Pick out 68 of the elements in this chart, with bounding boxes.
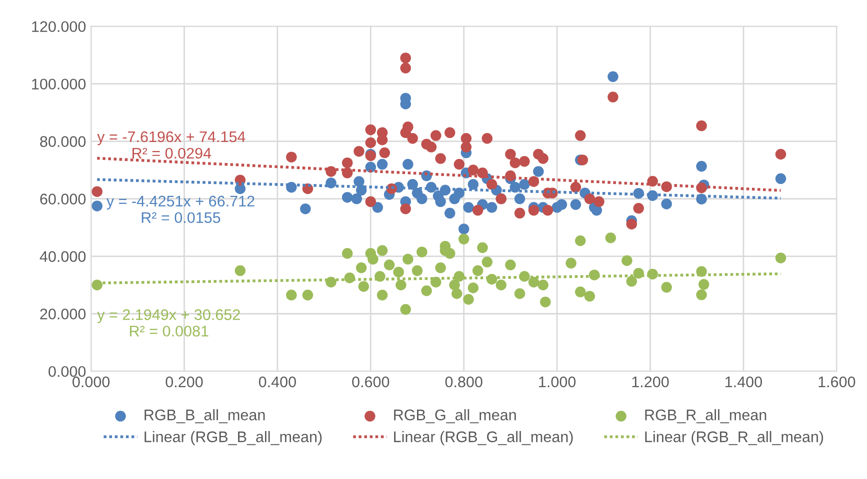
y-tick-label: 20.000 <box>40 308 86 320</box>
legend-label: Linear (RGB_G_all_mean) <box>394 430 573 446</box>
point <box>477 242 488 254</box>
point <box>482 256 493 268</box>
point <box>661 282 672 293</box>
point <box>234 265 246 276</box>
point <box>302 290 314 300</box>
point <box>775 252 786 264</box>
y-tick-label: 120.000 <box>32 21 86 32</box>
y-tick-label: 0.000 <box>48 366 86 377</box>
x-tick-label: 0.000 <box>72 376 110 388</box>
legend-label: Linear (RGB_B_all_mean) <box>144 430 322 446</box>
point <box>566 258 576 269</box>
point <box>626 276 637 287</box>
point <box>514 288 526 300</box>
point <box>368 254 378 265</box>
legend-label: RGB_B_all_mean <box>144 409 265 424</box>
point <box>286 290 297 300</box>
point <box>528 276 540 288</box>
point <box>468 282 479 294</box>
point <box>393 266 404 278</box>
point <box>451 288 462 300</box>
x-tick-label: 1.000 <box>539 376 576 388</box>
y-tick-label: 100.000 <box>32 78 86 90</box>
point <box>400 304 411 315</box>
point <box>356 262 367 274</box>
point <box>384 260 395 270</box>
y-tick-label: 40.000 <box>40 251 86 262</box>
point <box>496 280 507 290</box>
x-tick-label: 1.600 <box>818 376 856 388</box>
y-tick-label: 60.000 <box>40 194 86 204</box>
legend-label: Linear (RGB_R_all_mean) <box>645 430 824 446</box>
legend-label: RGB_G_all_mean <box>394 409 516 424</box>
annotation: y = -7.6196x + 74.154 R² = 0.0294 <box>97 131 246 159</box>
point <box>435 262 446 274</box>
x-tick-label: 1.200 <box>632 376 669 388</box>
y-tick-label: 80.000 <box>40 136 86 147</box>
point <box>402 254 414 265</box>
point <box>472 265 484 276</box>
x-tick-label: 0.800 <box>445 376 482 388</box>
point <box>396 280 406 290</box>
point <box>540 296 551 308</box>
point <box>376 290 388 300</box>
point <box>416 246 428 258</box>
annotation: y = 2.1949x + 30.652 R² = 0.0081 <box>97 309 240 337</box>
point <box>505 260 516 270</box>
x-tick-label: 0.400 <box>258 376 296 388</box>
x-tick-label: 0.600 <box>352 376 390 388</box>
point <box>538 280 548 290</box>
point <box>605 232 616 244</box>
point <box>376 245 388 256</box>
point <box>358 281 370 292</box>
point <box>421 285 432 296</box>
x-tick-label: 0.200 <box>166 376 203 388</box>
point <box>463 294 474 305</box>
point <box>622 255 632 266</box>
point <box>574 286 586 298</box>
point <box>458 234 470 244</box>
x-tick-label: 1.400 <box>726 376 762 388</box>
point <box>696 289 707 300</box>
annotation: y = -4.4251x + 66.712 R² = 0.0155 <box>106 196 254 224</box>
point <box>574 235 586 246</box>
point <box>342 248 353 259</box>
point <box>444 248 456 259</box>
point <box>412 265 423 276</box>
point <box>698 279 710 290</box>
legend-label: RGB_R_all_mean <box>645 409 766 424</box>
point <box>584 290 596 302</box>
